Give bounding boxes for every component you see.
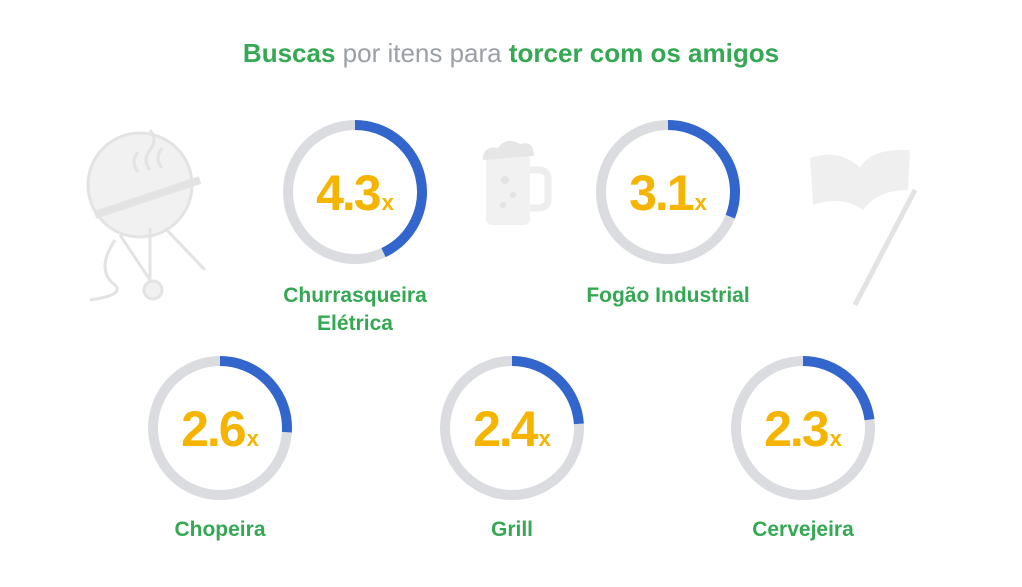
value-label: 4.3x xyxy=(316,165,395,221)
value-number: 4.3 xyxy=(316,165,380,221)
ring-arc xyxy=(667,120,740,219)
category-label: Churrasqueira Elétrica xyxy=(283,284,427,335)
value-label: 2.3x xyxy=(764,401,843,457)
value-unit: x xyxy=(539,426,552,451)
value-unit: x xyxy=(830,426,843,451)
value-label: 2.4x xyxy=(473,401,552,457)
value-number: 2.6 xyxy=(181,401,245,457)
ring-arc xyxy=(354,120,427,258)
value-label: 3.1x xyxy=(629,165,708,221)
ring-arc xyxy=(511,356,584,425)
value-unit: x xyxy=(382,190,395,215)
value-unit: x xyxy=(695,190,708,215)
value-number: 2.3 xyxy=(764,401,828,457)
title-part: torcer com os amigos xyxy=(508,38,780,68)
category-label: Grill xyxy=(490,518,533,541)
title-part: por itens para xyxy=(335,38,509,68)
ring-arc xyxy=(802,356,875,421)
flag-icon xyxy=(810,149,918,307)
title-part: Buscas xyxy=(242,38,336,68)
ring-arc xyxy=(219,356,292,433)
value-number: 3.1 xyxy=(629,165,694,221)
value-unit: x xyxy=(247,426,260,451)
category-label: Chopeira xyxy=(174,518,266,541)
grill-icon xyxy=(86,129,207,302)
beer-icon xyxy=(483,140,552,225)
category-label: Fogão Industrial xyxy=(586,284,750,307)
value-number: 2.4 xyxy=(473,401,539,457)
title: Buscas por itens para torcer com os amig… xyxy=(0,38,1022,69)
category-label: Cervejeira xyxy=(752,518,854,541)
value-label: 2.6x xyxy=(181,401,260,457)
